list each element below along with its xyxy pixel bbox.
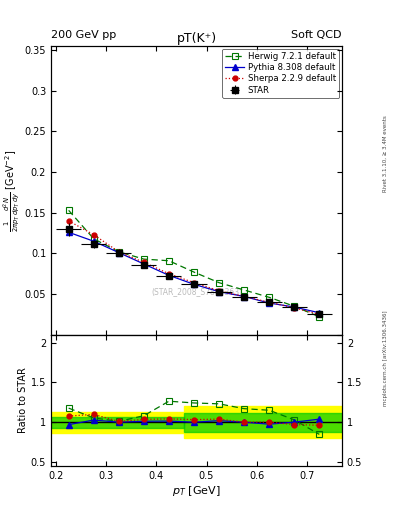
Pythia 8.308 default bbox=[141, 261, 146, 267]
Line: Pythia 8.308 default: Pythia 8.308 default bbox=[66, 229, 322, 315]
Herwig 7.2.1 default bbox=[217, 280, 221, 286]
Pythia 8.308 default bbox=[192, 281, 196, 287]
Bar bbox=[184, 413, 342, 432]
Herwig 7.2.1 default bbox=[242, 287, 246, 293]
Pythia 8.308 default bbox=[66, 229, 71, 236]
Herwig 7.2.1 default bbox=[267, 294, 272, 301]
Sherpa 2.2.9 default bbox=[267, 299, 272, 305]
Pythia 8.308 default bbox=[292, 304, 297, 310]
Herwig 7.2.1 default bbox=[192, 269, 196, 275]
Text: 200 GeV pp: 200 GeV pp bbox=[51, 30, 116, 40]
Line: Herwig 7.2.1 default: Herwig 7.2.1 default bbox=[66, 207, 322, 319]
Y-axis label: $\frac{1}{2\pi p_T}\frac{d^2N}{dp_T\,dy}$ [GeV$^{-2}$]: $\frac{1}{2\pi p_T}\frac{d^2N}{dp_T\,dy}… bbox=[1, 150, 22, 231]
X-axis label: $p_T$ [GeV]: $p_T$ [GeV] bbox=[172, 483, 221, 498]
Text: Rivet 3.1.10, ≥ 3.4M events: Rivet 3.1.10, ≥ 3.4M events bbox=[383, 115, 387, 192]
Sherpa 2.2.9 default bbox=[242, 293, 246, 300]
Sherpa 2.2.9 default bbox=[217, 288, 221, 294]
Sherpa 2.2.9 default bbox=[317, 311, 322, 317]
Pythia 8.308 default bbox=[267, 300, 272, 306]
Bar bbox=[51, 417, 184, 428]
Text: (STAR_2008_S7869363): (STAR_2008_S7869363) bbox=[151, 287, 242, 296]
Legend: Herwig 7.2.1 default, Pythia 8.308 default, Sherpa 2.2.9 default, STAR: Herwig 7.2.1 default, Pythia 8.308 defau… bbox=[222, 49, 339, 98]
Sherpa 2.2.9 default bbox=[116, 249, 121, 255]
Pythia 8.308 default bbox=[91, 238, 96, 244]
Text: mcplots.cern.ch [arXiv:1306.3436]: mcplots.cern.ch [arXiv:1306.3436] bbox=[383, 311, 387, 406]
Pythia 8.308 default bbox=[116, 249, 121, 255]
Sherpa 2.2.9 default bbox=[167, 271, 171, 277]
Line: Sherpa 2.2.9 default: Sherpa 2.2.9 default bbox=[66, 219, 322, 317]
Pythia 8.308 default bbox=[317, 310, 322, 316]
Text: Soft QCD: Soft QCD bbox=[292, 30, 342, 40]
Herwig 7.2.1 default bbox=[116, 249, 121, 255]
Bar bbox=[184, 407, 342, 438]
Sherpa 2.2.9 default bbox=[292, 305, 297, 311]
Sherpa 2.2.9 default bbox=[91, 231, 96, 238]
Title: pT(K⁺): pT(K⁺) bbox=[176, 32, 217, 45]
Herwig 7.2.1 default bbox=[292, 303, 297, 309]
Herwig 7.2.1 default bbox=[141, 256, 146, 262]
Sherpa 2.2.9 default bbox=[66, 218, 71, 224]
Herwig 7.2.1 default bbox=[167, 258, 171, 264]
Herwig 7.2.1 default bbox=[66, 207, 71, 214]
Pythia 8.308 default bbox=[217, 289, 221, 295]
Herwig 7.2.1 default bbox=[317, 314, 322, 320]
Pythia 8.308 default bbox=[242, 293, 246, 300]
Y-axis label: Ratio to STAR: Ratio to STAR bbox=[18, 368, 28, 433]
Bar bbox=[51, 412, 184, 433]
Herwig 7.2.1 default bbox=[91, 236, 96, 242]
Pythia 8.308 default bbox=[167, 272, 171, 279]
Sherpa 2.2.9 default bbox=[192, 280, 196, 286]
Sherpa 2.2.9 default bbox=[141, 259, 146, 265]
